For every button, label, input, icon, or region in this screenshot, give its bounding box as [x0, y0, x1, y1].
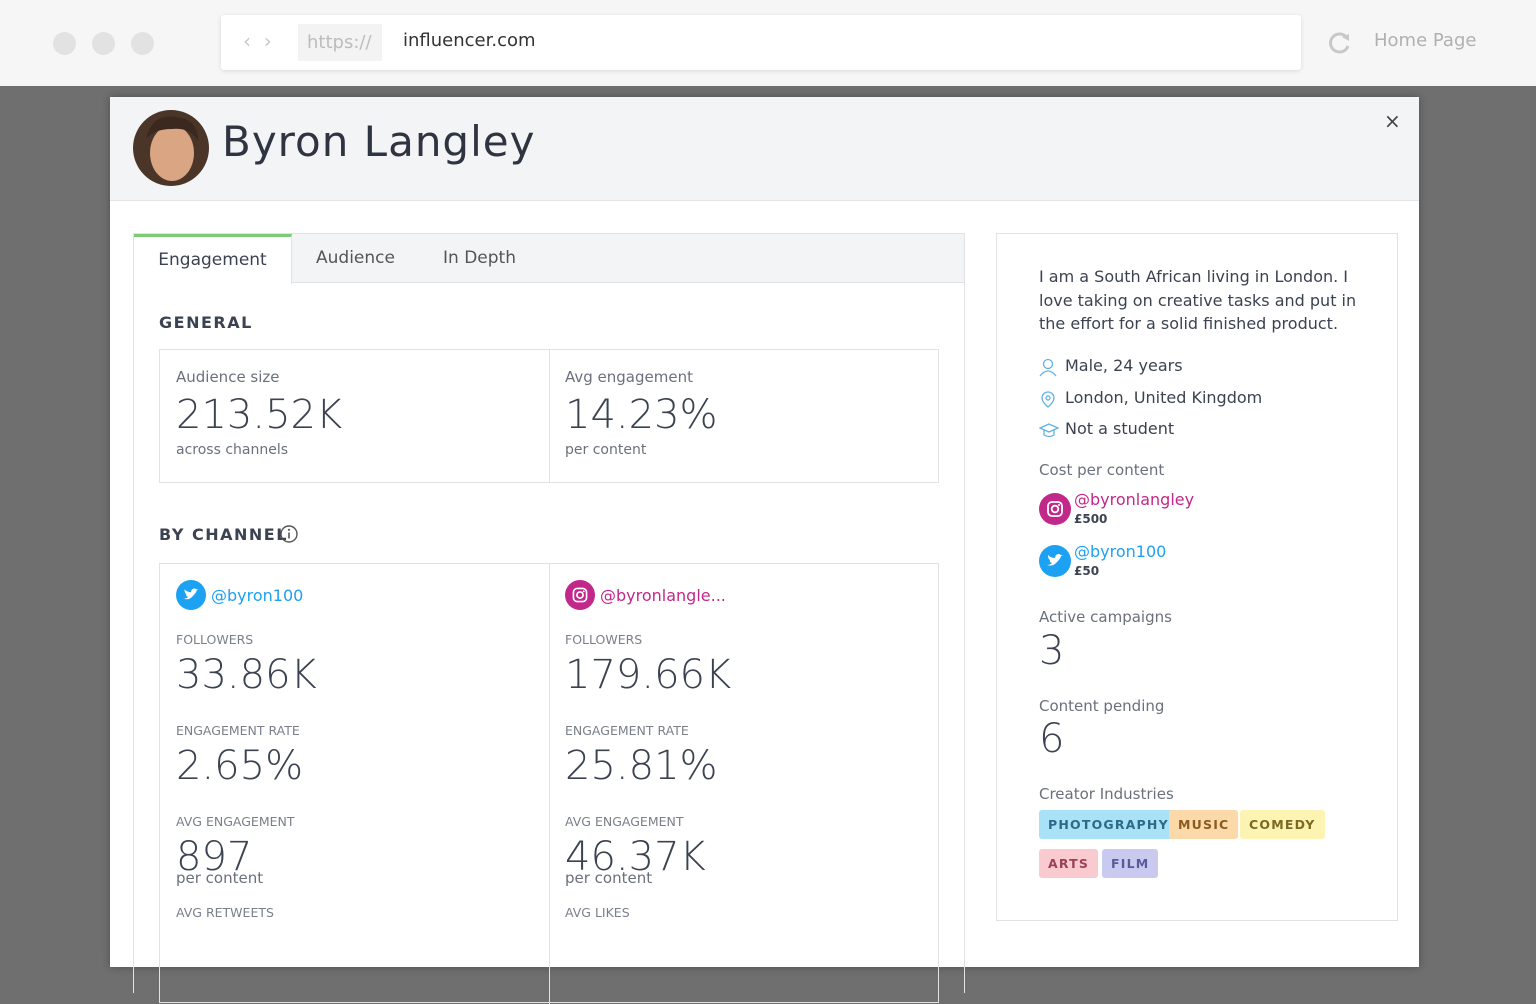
nav-arrows[interactable]: ‹ › [243, 29, 272, 53]
tab[interactable]: Audience [316, 248, 395, 268]
bio: I am a South African living in London. I… [1039, 267, 1357, 333]
label: Cost per content [1039, 461, 1165, 479]
home-link[interactable]: Home Page [1374, 30, 1477, 51]
section-title: GENERAL [159, 313, 253, 332]
metric-label: ENGAGEMENT RATE [176, 723, 300, 738]
value: 6 [1039, 716, 1065, 762]
value: 3 [1039, 628, 1065, 674]
industry-tag: ARTS [1039, 849, 1099, 878]
stat-label: Avg engagement [565, 368, 693, 386]
fact-icon [1039, 423, 1059, 438]
stat-sub: per content [565, 442, 647, 458]
metric-value: 33.86K [176, 652, 317, 698]
fact: London, United Kingdom [1065, 387, 1263, 407]
cost-price: £50 [1074, 564, 1100, 578]
stat-value: 14.23% [565, 392, 718, 438]
metric-label: AVG LIKES [565, 905, 630, 920]
label: Creator Industries [1039, 785, 1174, 803]
reload-icon[interactable] [1327, 30, 1353, 56]
divider [549, 350, 550, 482]
industry-tag: MUSIC [1169, 810, 1239, 839]
section-title: BY CHANNEL [159, 525, 288, 544]
fact-icon [1039, 358, 1057, 377]
metric-value: 25.81% [565, 743, 718, 789]
browser-bar: ‹ › https:// influencer.com Home Page [0, 0, 1536, 86]
info-icon[interactable] [279, 524, 299, 544]
channel-handle[interactable]: @byron100 [211, 586, 304, 605]
profile-name: Byron Langley [222, 117, 536, 166]
metric-value: 2.65% [176, 743, 304, 789]
metric-label: FOLLOWERS [565, 632, 643, 647]
modal-header: Byron Langley × [110, 97, 1419, 201]
fact-icon [1041, 390, 1055, 408]
metric-label: AVG RETWEETS [176, 905, 274, 920]
stat-label: Audience size [176, 368, 280, 386]
twitter-icon [1039, 545, 1071, 577]
url-text: influencer.com [403, 30, 536, 51]
twitter-icon [176, 580, 206, 610]
left-panel: Engagement Audience In Depth GENERAL Aud… [133, 233, 965, 1004]
cost-price: £500 [1074, 512, 1108, 526]
instagram-icon [1039, 493, 1071, 525]
fact: Male, 24 years [1065, 356, 1183, 375]
sidebar: I am a South African living in London. I… [996, 233, 1398, 921]
metric-value: 897 [176, 834, 253, 880]
metric-label: AVG ENGAGEMENT [565, 814, 684, 829]
close-button[interactable]: × [1384, 109, 1401, 133]
cost-handle[interactable]: @byronlangley [1074, 490, 1195, 509]
channel-stats: @byron100 FOLLOWERS 33.86K ENGAGEMENT RATE 2… [159, 563, 939, 1004]
stat-value: 213.52K [176, 392, 343, 438]
tab[interactable]: In Depth [443, 248, 516, 268]
industry-tag: COMEDY [1240, 810, 1325, 839]
avatar [133, 110, 209, 186]
metric-sub: per content [176, 869, 264, 887]
metric-label: AVG ENGAGEMENT [176, 814, 295, 829]
channel-handle[interactable]: @byronlangle... [600, 586, 726, 605]
metric-value: 46.37K [565, 834, 706, 880]
metric-label: FOLLOWERS [176, 632, 254, 647]
cost-handle[interactable]: @byron100 [1074, 542, 1167, 561]
instagram-icon [565, 580, 595, 610]
general-stats: Audience size 213.52K across channels Avg e… [159, 349, 939, 483]
stat-sub: across channels [176, 442, 289, 458]
tab-active[interactable]: Engagement [134, 234, 292, 284]
label: Active campaigns [1039, 608, 1172, 626]
fact: Not a student [1065, 419, 1175, 438]
metric-sub: per content [565, 869, 653, 887]
metric-value: 179.66K [565, 652, 732, 698]
metric-label: ENGAGEMENT RATE [565, 723, 689, 738]
profile-modal: Byron Langley × Engagement Audience In D… [110, 97, 1419, 1004]
window-button[interactable] [92, 32, 115, 55]
industry-tag: PHOTOGRAPHY [1039, 810, 1178, 839]
window-button[interactable] [131, 32, 154, 55]
divider [549, 564, 550, 1004]
window-button[interactable] [53, 32, 76, 55]
address-bar[interactable]: ‹ › https:// influencer.com [221, 15, 1301, 70]
industry-tag: FILM [1102, 849, 1159, 878]
url-scheme: https:// [298, 24, 382, 61]
label: Content pending [1039, 697, 1165, 715]
